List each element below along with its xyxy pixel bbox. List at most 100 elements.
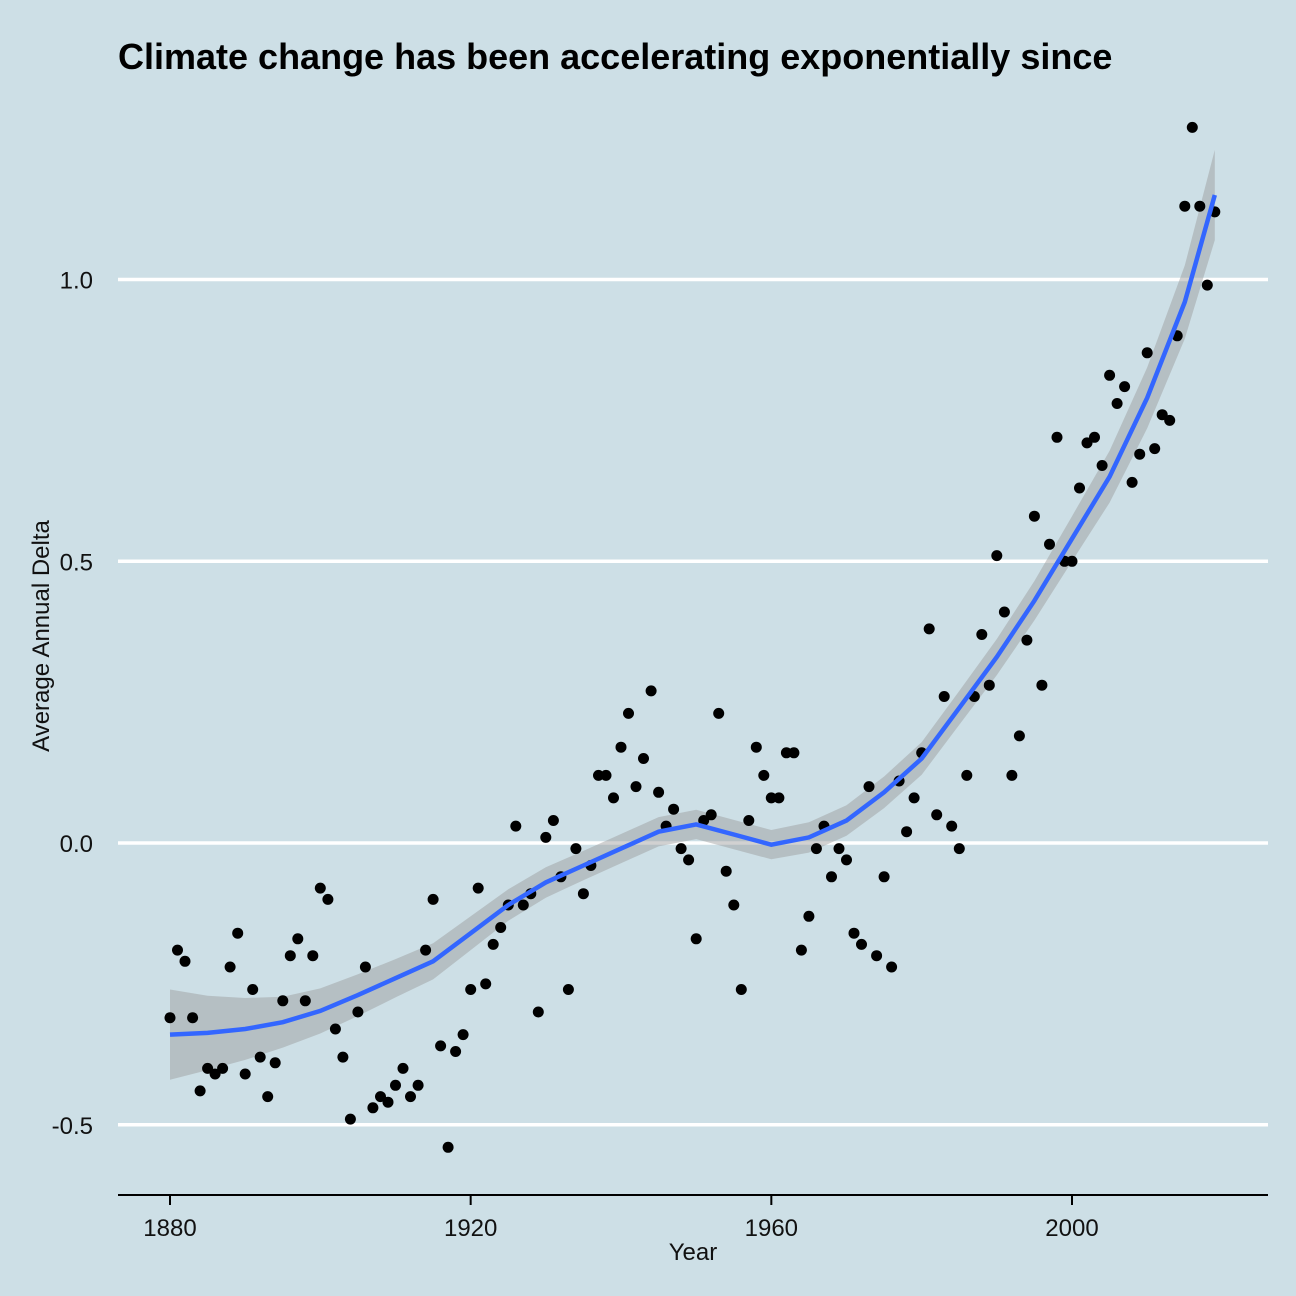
data-point (600, 769, 612, 781)
data-point (1074, 482, 1085, 494)
data-point (1021, 634, 1033, 646)
smooth-trend-line (169, 194, 1217, 1037)
data-point (863, 781, 875, 793)
data-points (164, 121, 1221, 1153)
data-point (848, 927, 860, 939)
data-point (1186, 121, 1198, 133)
data-point (487, 938, 499, 950)
data-point (645, 685, 657, 697)
data-point (450, 1046, 462, 1057)
grid-lines (118, 277, 1268, 1127)
data-point (532, 1006, 544, 1018)
data-point (472, 882, 484, 894)
x-tick-label: 2000 (1045, 1215, 1098, 1242)
data-point (232, 927, 244, 939)
data-point (953, 843, 965, 855)
data-point (217, 1062, 229, 1074)
data-point (803, 910, 815, 922)
data-point (367, 1102, 379, 1114)
data-point (1036, 679, 1048, 691)
data-point (668, 803, 680, 815)
data-point (420, 944, 432, 956)
data-point (314, 882, 326, 894)
data-point (209, 1068, 221, 1080)
data-point (1156, 409, 1168, 421)
data-point (480, 978, 492, 990)
data-point (690, 933, 702, 945)
data-point (292, 933, 304, 945)
data-point (457, 1029, 469, 1041)
data-point (1141, 347, 1153, 359)
data-point (427, 893, 439, 905)
data-point (683, 854, 695, 866)
y-tick-label: 0.5 (60, 549, 93, 576)
chart-title: Climate change has been accelerating exp… (118, 36, 1112, 77)
data-point (239, 1068, 251, 1080)
data-point (1104, 369, 1116, 381)
x-axis-label: Year (669, 1239, 718, 1266)
data-point (1089, 431, 1100, 443)
data-point (465, 984, 477, 995)
data-point (1111, 398, 1123, 409)
data-point (743, 815, 755, 826)
data-point (375, 1091, 386, 1103)
data-point (653, 786, 665, 798)
data-point (329, 1023, 341, 1035)
data-point (547, 815, 559, 826)
data-point (247, 984, 259, 995)
data-point (562, 984, 574, 995)
data-point (901, 826, 913, 838)
data-point (615, 741, 627, 753)
data-point (705, 809, 717, 821)
data-point (194, 1085, 206, 1097)
data-point (833, 843, 845, 855)
data-point (179, 955, 191, 967)
data-point (202, 1062, 214, 1074)
data-point (638, 753, 649, 764)
data-point (359, 961, 371, 973)
data-point (998, 606, 1010, 618)
data-point (810, 843, 822, 855)
data-point (1044, 538, 1055, 550)
data-point (630, 781, 642, 793)
data-point (577, 888, 589, 900)
data-point (878, 871, 890, 883)
data-point (871, 950, 883, 962)
data-point (172, 944, 183, 956)
data-point (262, 1091, 274, 1103)
data-point (1134, 448, 1146, 460)
y-tick-label: -0.5 (52, 1113, 93, 1140)
data-point (517, 899, 529, 911)
data-point (713, 707, 725, 719)
data-point (698, 815, 710, 826)
data-point (1201, 279, 1213, 291)
data-point (675, 843, 687, 855)
data-point (570, 843, 582, 855)
data-point (254, 1051, 266, 1063)
data-point (826, 871, 837, 883)
data-point (1006, 769, 1018, 781)
data-point (224, 961, 236, 973)
data-point (773, 792, 785, 804)
data-point (983, 679, 995, 691)
data-point (540, 831, 552, 843)
data-point (164, 1012, 176, 1024)
data-point (495, 922, 507, 933)
data-point (284, 950, 296, 962)
data-point (405, 1091, 416, 1103)
data-point (735, 984, 747, 995)
data-point (390, 1079, 401, 1091)
data-point (931, 809, 943, 821)
data-point (337, 1051, 349, 1063)
data-point (412, 1079, 424, 1091)
data-point (382, 1096, 394, 1108)
data-point (1013, 730, 1025, 742)
data-point (1096, 460, 1108, 471)
data-point (1126, 476, 1138, 488)
data-point (510, 820, 522, 832)
data-point (1051, 431, 1063, 443)
data-point (758, 769, 770, 781)
data-point (1194, 200, 1206, 212)
x-axis-ticks: 1880 1920 1960 2000 (143, 1195, 1099, 1242)
